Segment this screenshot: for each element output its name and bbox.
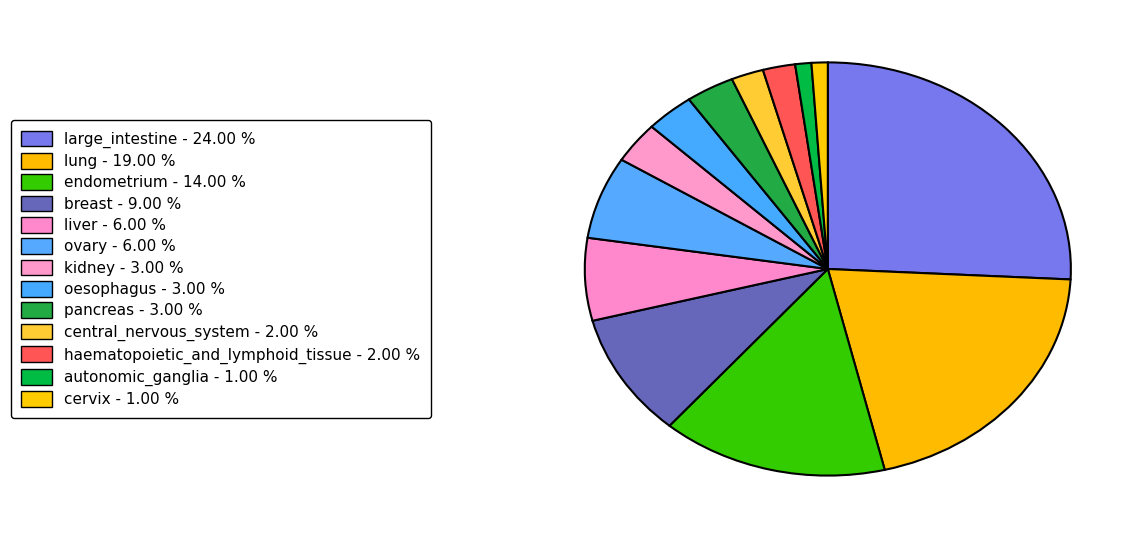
Wedge shape (689, 79, 828, 269)
Wedge shape (669, 269, 885, 476)
Wedge shape (587, 160, 828, 269)
Wedge shape (828, 62, 1070, 279)
Wedge shape (593, 269, 828, 426)
Wedge shape (731, 70, 828, 269)
Wedge shape (795, 63, 828, 269)
Wedge shape (652, 100, 828, 269)
Wedge shape (812, 62, 828, 269)
Legend: large_intestine - 24.00 %, lung - 19.00 %, endometrium - 14.00 %, breast - 9.00 : large_intestine - 24.00 %, lung - 19.00 … (10, 120, 431, 418)
Wedge shape (621, 126, 828, 269)
Wedge shape (828, 269, 1070, 470)
Wedge shape (763, 65, 828, 269)
Wedge shape (585, 238, 828, 321)
